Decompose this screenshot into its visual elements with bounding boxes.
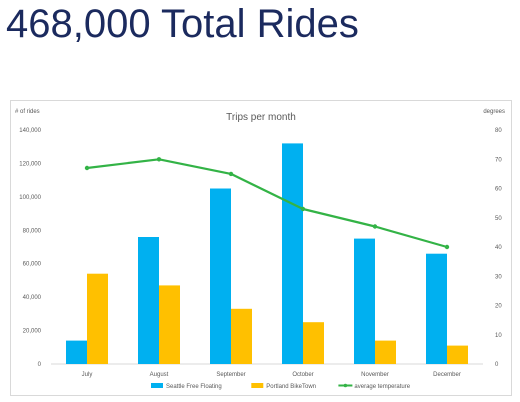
bar — [426, 253, 447, 364]
legend: Seattle Free Floating Portland BikeTown av… — [151, 383, 411, 390]
y-axis-ticks: 0 20,000 40,000 60,000 80,000 100,000 120,000 1… — [19, 128, 41, 368]
bar — [282, 143, 303, 364]
legend-label: average temperature — [354, 384, 410, 390]
x-tick-label: August — [150, 372, 169, 378]
bar — [447, 345, 468, 364]
temperature-line — [84, 157, 450, 250]
legend-label: Seattle Free Floating — [166, 384, 222, 390]
bar — [354, 238, 375, 364]
legend-marker — [343, 383, 348, 388]
temperature-point — [228, 171, 234, 177]
y2-tick-label: 80 — [495, 128, 502, 134]
bar — [66, 340, 87, 364]
temperature-point — [444, 244, 450, 250]
bar — [231, 308, 252, 364]
bar — [87, 273, 108, 364]
x-tick-label: September — [216, 372, 245, 378]
y-axis-label: # of rides — [15, 109, 40, 115]
x-tick-label: December — [433, 372, 461, 378]
temperature-point — [84, 165, 90, 171]
x-axis-labels: July August September October November Decemb… — [82, 372, 461, 378]
y2-tick-label: 10 — [495, 333, 502, 339]
legend-label: Portland BikeTown — [266, 384, 316, 390]
temperature-point — [372, 224, 378, 229]
trips-chart: Trips per month # of rides degrees 0 20,0… — [15, 109, 505, 390]
y2-axis-ticks: 0 10 20 30 40 50 60 70 80 — [495, 128, 502, 368]
temperature-point — [156, 157, 162, 162]
bar — [210, 188, 231, 364]
y-tick-label: 100,000 — [19, 195, 41, 201]
bar — [375, 340, 396, 364]
y-tick-label: 0 — [38, 362, 42, 368]
y-tick-label: 120,000 — [19, 161, 41, 167]
legend-swatch — [151, 383, 163, 388]
y-tick-label: 80,000 — [23, 228, 42, 234]
y-tick-label: 140,000 — [19, 128, 41, 134]
y2-tick-label: 20 — [495, 304, 502, 310]
y2-tick-label: 50 — [495, 216, 502, 222]
headline: 468,000 Total Rides — [6, 2, 359, 46]
legend-swatch — [251, 383, 264, 388]
bar — [138, 237, 159, 364]
bar — [159, 285, 180, 364]
y-tick-label: 40,000 — [23, 295, 42, 301]
y-tick-label: 20,000 — [23, 329, 42, 335]
x-tick-label: October — [292, 372, 313, 378]
bars — [66, 143, 468, 364]
x-tick-label: November — [361, 372, 389, 378]
y2-tick-label: 30 — [495, 274, 502, 280]
y2-tick-label: 60 — [495, 187, 502, 193]
y2-tick-label: 70 — [495, 157, 502, 163]
bar — [303, 322, 324, 364]
x-tick-label: July — [82, 372, 93, 378]
temperature-line-path — [86, 158, 448, 249]
y2-axis-label: degrees — [483, 109, 505, 115]
y-tick-label: 60,000 — [23, 262, 42, 268]
y2-tick-label: 40 — [495, 245, 502, 251]
chart-title: Trips per month — [226, 112, 296, 123]
y2-tick-label: 0 — [495, 362, 499, 368]
temperature-point — [300, 206, 306, 212]
chart-frame: Trips per month # of rides degrees 0 20,0… — [10, 100, 512, 396]
